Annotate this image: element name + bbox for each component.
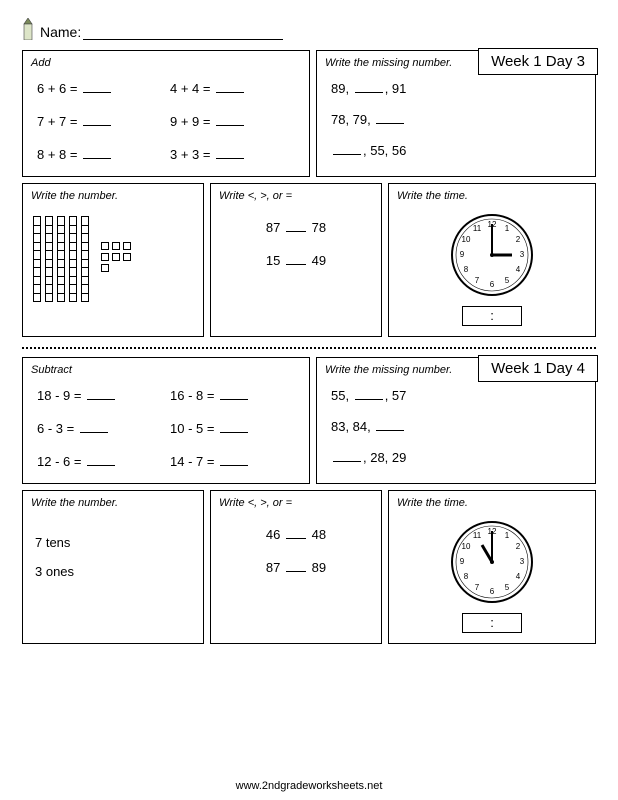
writenum-title: Write the number. bbox=[31, 190, 195, 202]
day3-row1: Add 6 + 6 = 4 + 4 = 7 + 7 = 9 + 9 = 8 + … bbox=[22, 50, 596, 177]
problem[interactable]: 16 - 8 = bbox=[170, 388, 295, 403]
clock-face-icon: 1212 345 678 91011 bbox=[447, 517, 537, 607]
svg-text:3: 3 bbox=[520, 250, 525, 259]
tens-rod bbox=[81, 216, 89, 302]
svg-text:4: 4 bbox=[516, 265, 521, 274]
missing-seqs: 89, , 91 78, 79, , 55, 56 bbox=[325, 77, 587, 162]
sequence[interactable]: 83, 84, bbox=[331, 419, 581, 434]
svg-text:5: 5 bbox=[505, 276, 510, 285]
problem[interactable]: 8 + 8 = bbox=[37, 147, 162, 162]
compare-title: Write <, >, or = bbox=[219, 190, 373, 202]
problem[interactable]: 6 - 3 = bbox=[37, 421, 162, 436]
time-title: Write the time. bbox=[397, 497, 587, 509]
compare-box: Write <, >, or = 46 48 87 89 bbox=[210, 490, 382, 644]
sequence[interactable]: , 28, 29 bbox=[331, 450, 581, 465]
ones-label: 3 ones bbox=[35, 564, 191, 579]
tens-label: 7 tens bbox=[35, 535, 191, 550]
svg-text:7: 7 bbox=[475, 583, 480, 592]
tens-rod bbox=[57, 216, 65, 302]
clock-face-icon: 1212 345 678 91011 bbox=[447, 210, 537, 300]
week-badge: Week 1 Day 3 bbox=[478, 48, 598, 75]
day3-row2: Write the number. Write <, >, or = 87 78… bbox=[22, 183, 596, 337]
problem[interactable]: 9 + 9 = bbox=[170, 114, 295, 129]
sequence[interactable]: 89, , 91 bbox=[331, 81, 581, 96]
svg-text:5: 5 bbox=[505, 583, 510, 592]
name-input-line[interactable] bbox=[83, 26, 283, 40]
svg-text:10: 10 bbox=[462, 542, 471, 551]
compare-pair[interactable]: 87 89 bbox=[266, 560, 326, 575]
tens-rod bbox=[69, 216, 77, 302]
svg-text:6: 6 bbox=[490, 587, 495, 596]
tens-rod bbox=[33, 216, 41, 302]
svg-text:2: 2 bbox=[516, 542, 521, 551]
time-input[interactable]: : bbox=[462, 306, 522, 326]
writenum-box: Write the number. bbox=[22, 183, 204, 337]
day3-section: Add 6 + 6 = 4 + 4 = 7 + 7 = 9 + 9 = 8 + … bbox=[22, 50, 596, 337]
compare-box: Write <, >, or = 87 78 15 49 bbox=[210, 183, 382, 337]
compare-pair[interactable]: 46 48 bbox=[266, 527, 326, 542]
day4-row2: Write the number. 7 tens 3 ones Write <,… bbox=[22, 490, 596, 644]
week-badge: Week 1 Day 4 bbox=[478, 355, 598, 382]
name-label: Name: bbox=[40, 24, 81, 40]
writenum-box: Write the number. 7 tens 3 ones bbox=[22, 490, 204, 644]
svg-text:9: 9 bbox=[460, 250, 465, 259]
ones-units bbox=[101, 242, 131, 272]
svg-text:1: 1 bbox=[505, 531, 510, 540]
svg-text:10: 10 bbox=[462, 235, 471, 244]
footer-url: www.2ndgradeworksheets.net bbox=[0, 780, 618, 792]
problem[interactable]: 4 + 4 = bbox=[170, 81, 295, 96]
svg-text:11: 11 bbox=[473, 531, 482, 540]
subtract-problems: 18 - 9 = 16 - 8 = 6 - 3 = 10 - 5 = 12 - … bbox=[31, 384, 301, 473]
section-divider bbox=[22, 347, 596, 349]
compare-list: 46 48 87 89 bbox=[219, 517, 373, 575]
tens-rod bbox=[45, 216, 53, 302]
day4-section: Subtract 18 - 9 = 16 - 8 = 6 - 3 = 10 - … bbox=[22, 357, 596, 644]
add-box: Add 6 + 6 = 4 + 4 = 7 + 7 = 9 + 9 = 8 + … bbox=[22, 50, 310, 177]
missing-seqs: 55, , 57 83, 84, , 28, 29 bbox=[325, 384, 587, 469]
time-box: Write the time. 1212 345 678 91011 : bbox=[388, 183, 596, 337]
svg-text:9: 9 bbox=[460, 557, 465, 566]
sequence[interactable]: 78, 79, bbox=[331, 112, 581, 127]
tens-ones-text: 7 tens 3 ones bbox=[31, 517, 195, 597]
problem[interactable]: 3 + 3 = bbox=[170, 147, 295, 162]
time-input[interactable]: : bbox=[462, 613, 522, 633]
problem[interactable]: 6 + 6 = bbox=[37, 81, 162, 96]
problem[interactable]: 18 - 9 = bbox=[37, 388, 162, 403]
svg-text:8: 8 bbox=[464, 572, 469, 581]
day4-row1: Subtract 18 - 9 = 16 - 8 = 6 - 3 = 10 - … bbox=[22, 357, 596, 484]
svg-text:6: 6 bbox=[490, 280, 495, 289]
compare-title: Write <, >, or = bbox=[219, 497, 373, 509]
svg-text:7: 7 bbox=[475, 276, 480, 285]
pencil-icon bbox=[22, 18, 34, 40]
writenum-title: Write the number. bbox=[31, 497, 195, 509]
add-title: Add bbox=[31, 57, 301, 69]
time-box: Write the time. 1212 345 678 91011 : bbox=[388, 490, 596, 644]
subtract-title: Subtract bbox=[31, 364, 301, 376]
compare-pair[interactable]: 87 78 bbox=[266, 220, 326, 235]
problem[interactable]: 14 - 7 = bbox=[170, 454, 295, 469]
svg-text:8: 8 bbox=[464, 265, 469, 274]
name-row: Name: bbox=[22, 18, 596, 40]
svg-text:4: 4 bbox=[516, 572, 521, 581]
time-title: Write the time. bbox=[397, 190, 587, 202]
svg-text:2: 2 bbox=[516, 235, 521, 244]
problem[interactable]: 12 - 6 = bbox=[37, 454, 162, 469]
base10-blocks bbox=[31, 210, 195, 308]
sequence[interactable]: , 55, 56 bbox=[331, 143, 581, 158]
problem[interactable]: 7 + 7 = bbox=[37, 114, 162, 129]
add-problems: 6 + 6 = 4 + 4 = 7 + 7 = 9 + 9 = 8 + 8 = … bbox=[31, 77, 301, 166]
problem[interactable]: 10 - 5 = bbox=[170, 421, 295, 436]
svg-text:11: 11 bbox=[473, 224, 482, 233]
sequence[interactable]: 55, , 57 bbox=[331, 388, 581, 403]
compare-pair[interactable]: 15 49 bbox=[266, 253, 326, 268]
compare-list: 87 78 15 49 bbox=[219, 210, 373, 268]
svg-text:3: 3 bbox=[520, 557, 525, 566]
subtract-box: Subtract 18 - 9 = 16 - 8 = 6 - 3 = 10 - … bbox=[22, 357, 310, 484]
svg-text:1: 1 bbox=[505, 224, 510, 233]
